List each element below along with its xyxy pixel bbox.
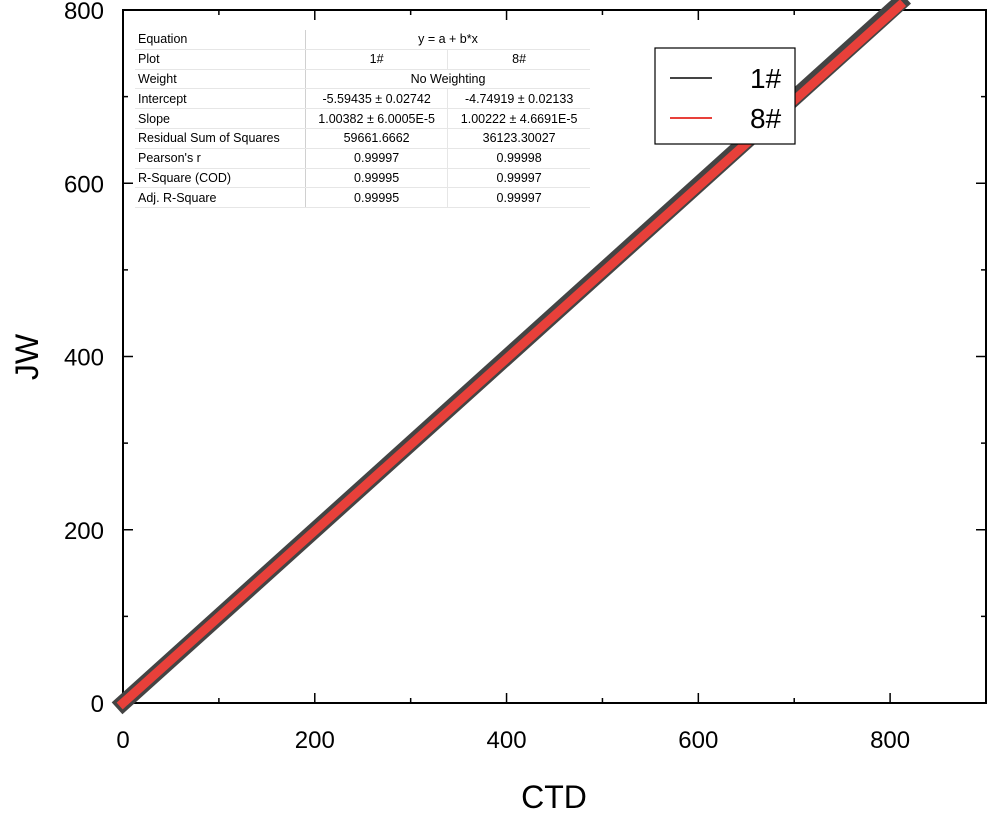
row-label: Slope xyxy=(135,108,306,129)
row-value-2: 0.99998 xyxy=(447,148,590,169)
y-axis: 0 200 400 600 800 xyxy=(64,0,986,718)
y-tick-label: 800 xyxy=(64,0,104,25)
table-row: Pearson's r 0.99997 0.99998 xyxy=(135,148,590,169)
x-tick-label: 800 xyxy=(870,727,910,754)
row-value-1: 0.99995 xyxy=(305,187,449,209)
equation-row: Equation y = a + b*x xyxy=(135,30,590,50)
legend: 1#8# xyxy=(654,47,796,145)
table-row: Residual Sum of Squares 59661.6662 36123… xyxy=(135,128,590,149)
row-value-1: 0.99997 xyxy=(305,148,449,169)
table-row: Slope 1.00382 ± 6.0005E-5 1.00222 ± 4.66… xyxy=(135,108,590,129)
x-axis-title: CTD xyxy=(521,779,587,815)
row-value-1: 0.99995 xyxy=(305,168,449,189)
row-value-2: 0.99997 xyxy=(447,187,590,209)
weight-label: Weight xyxy=(135,69,306,90)
table-row: Intercept -5.59435 ± 0.02742 -4.74919 ± … xyxy=(135,88,590,110)
row-label: Residual Sum of Squares xyxy=(135,128,306,149)
row-value-2: 36123.30027 xyxy=(447,128,590,149)
x-tick-label: 200 xyxy=(295,727,335,754)
y-tick-label: 400 xyxy=(64,345,104,372)
y-tick-label: 200 xyxy=(64,518,104,545)
plot-column-2: 8# xyxy=(447,49,590,70)
legend-label-2: 8# xyxy=(750,103,782,134)
legend-box xyxy=(654,47,796,145)
row-label: Intercept xyxy=(135,88,306,110)
legend-label-1: 1# xyxy=(750,63,782,94)
x-tick-label: 400 xyxy=(487,727,527,754)
x-tick-label: 0 xyxy=(116,727,129,754)
plot-label: Plot xyxy=(135,49,306,70)
plot-row: Plot 1# 8# xyxy=(135,49,590,70)
row-value-1: -5.59435 ± 0.02742 xyxy=(305,88,449,110)
row-value-2: -4.74919 ± 0.02133 xyxy=(447,88,590,110)
row-label: Pearson's r xyxy=(135,148,306,169)
row-value-1: 59661.6662 xyxy=(305,128,449,149)
x-axis: 0 200 400 600 800 xyxy=(116,10,987,754)
x-tick-label: 600 xyxy=(678,727,718,754)
row-value-1: 1.00382 ± 6.0005E-5 xyxy=(305,108,449,129)
table-row: R-Square (COD) 0.99995 0.99997 xyxy=(135,168,590,189)
y-axis-title: JW xyxy=(9,333,45,380)
row-label: R-Square (COD) xyxy=(135,168,306,189)
row-value-2: 1.00222 ± 4.6691E-5 xyxy=(447,108,590,129)
table-row: Adj. R-Square 0.99995 0.99997 xyxy=(135,187,590,209)
y-tick-label: 600 xyxy=(64,171,104,198)
weight-row: Weight No Weighting xyxy=(135,69,590,90)
row-value-2: 0.99997 xyxy=(447,168,590,189)
y-tick-label: 0 xyxy=(91,691,104,718)
fit-results-table: Equation y = a + b*x Plot 1# 8# Weight N… xyxy=(135,30,590,209)
equation-label: Equation xyxy=(135,30,306,50)
plot-column-1: 1# xyxy=(305,49,449,70)
weight-value: No Weighting xyxy=(305,69,590,90)
row-label: Adj. R-Square xyxy=(135,187,306,209)
equation-value: y = a + b*x xyxy=(305,30,590,50)
